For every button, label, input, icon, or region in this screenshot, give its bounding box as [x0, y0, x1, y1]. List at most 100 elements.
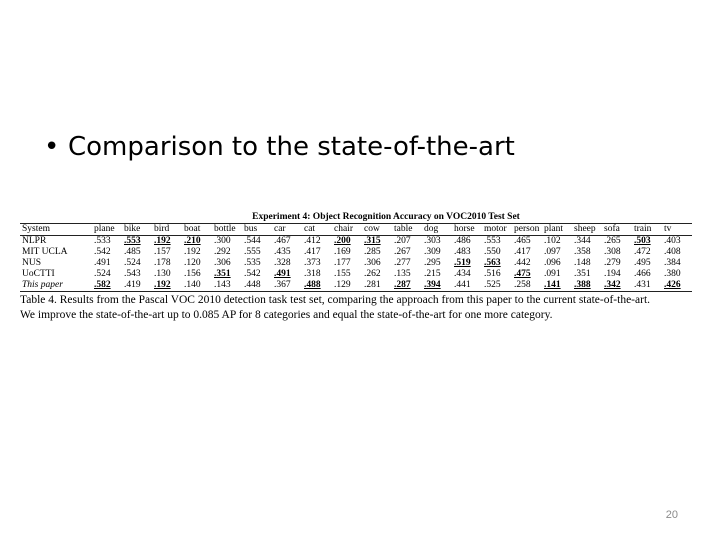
score-cell: .344 — [574, 236, 591, 246]
score-cell: .262 — [364, 269, 381, 279]
score-cell: .442 — [514, 258, 531, 268]
score-cell: .148 — [574, 258, 591, 268]
score-cell: .519 — [454, 258, 471, 268]
column-header-sofa: sofa — [604, 224, 620, 234]
column-header-cow: cow — [364, 224, 380, 234]
score-cell: .306 — [364, 258, 381, 268]
score-cell: .303 — [424, 236, 441, 246]
score-cell: .342 — [604, 280, 621, 290]
score-cell: .525 — [484, 280, 501, 290]
bullet-item: • Comparison to the state-of-the-art — [44, 132, 515, 162]
score-cell: .157 — [154, 247, 171, 257]
table-caption-line1: Table 4. Results from the Pascal VOC 201… — [20, 294, 651, 306]
score-cell: .177 — [334, 258, 351, 268]
table-caption-line2: We improve the state-of-the-art up to 0.… — [20, 308, 553, 321]
results-table: System plane bike bird boat bottle bus car cat c… — [20, 223, 692, 292]
score-cell: .192 — [154, 236, 171, 246]
results-figure: Experiment 4: Object Recognition Accurac… — [20, 211, 692, 321]
table-row: UoCTTI .524 .543 .130 .156 .351 .542 .491 .318 .1… — [20, 269, 692, 280]
score-cell: .287 — [394, 280, 411, 290]
score-cell: .384 — [664, 258, 681, 268]
score-cell: .295 — [424, 258, 441, 268]
score-cell: .367 — [274, 280, 291, 290]
score-cell: .102 — [544, 236, 561, 246]
score-cell: .328 — [274, 258, 291, 268]
score-cell: .503 — [634, 236, 651, 246]
score-cell: .156 — [184, 269, 201, 279]
score-cell: .358 — [574, 247, 591, 257]
bullet-symbol: • — [44, 132, 60, 162]
score-cell: .467 — [274, 236, 291, 246]
score-cell: .279 — [604, 258, 621, 268]
table-body: NLPR .533.553.192.210.300.544.467.412.200… — [20, 236, 692, 292]
score-cell: .315 — [364, 236, 381, 246]
table-row: This paper .582 .419 .192 .140 .143 .448 .367 .4… — [20, 280, 692, 292]
score-cell: .563 — [484, 258, 501, 268]
score-cell: .524 — [124, 258, 141, 268]
score-cell: .380 — [664, 269, 681, 279]
score-cell: .351 — [574, 269, 591, 279]
score-cell: .533 — [94, 236, 111, 246]
score-cell: .143 — [214, 280, 231, 290]
score-cell: .434 — [454, 269, 471, 279]
score-cell: .097 — [544, 247, 561, 257]
score-cell: .096 — [544, 258, 561, 268]
column-header-chair: chair — [334, 224, 353, 234]
score-cell: .419 — [124, 280, 141, 290]
score-cell: .441 — [454, 280, 471, 290]
score-cell: .488 — [304, 280, 321, 290]
column-header-bottle: bottle — [214, 224, 236, 234]
column-header-motor: motor — [484, 224, 507, 234]
score-cell: .091 — [544, 269, 561, 279]
column-header-bird: bird — [154, 224, 170, 234]
score-cell: .495 — [634, 258, 651, 268]
table-row: NUS .491 .524 .178 .120 .306 .535 .328 .373 .177.… — [20, 258, 692, 269]
score-cell: .258 — [514, 280, 531, 290]
score-cell: .466 — [634, 269, 651, 279]
score-cell: .448 — [244, 280, 261, 290]
table-header-row: System plane bike bird boat bottle bus car cat c… — [20, 223, 692, 236]
score-cell: .472 — [634, 247, 651, 257]
column-header-person: person — [514, 224, 540, 234]
column-header-boat: boat — [184, 224, 201, 234]
system-name-cell: MIT UCLA — [22, 247, 68, 257]
score-cell: .140 — [184, 280, 201, 290]
score-cell: .542 — [244, 269, 261, 279]
column-header-table: table — [394, 224, 413, 234]
system-name-cell: This paper — [22, 280, 63, 290]
column-header-cat: cat — [304, 224, 316, 234]
column-header-train: train — [634, 224, 652, 234]
score-cell: .285 — [364, 247, 381, 257]
score-cell: .129 — [334, 280, 351, 290]
slide-number: 20 — [665, 509, 678, 521]
score-cell: .267 — [394, 247, 411, 257]
score-cell: .524 — [94, 269, 111, 279]
score-cell: .516 — [484, 269, 501, 279]
score-cell: .210 — [184, 236, 201, 246]
score-cell: .192 — [184, 247, 201, 257]
score-cell: .485 — [124, 247, 141, 257]
score-cell: .277 — [394, 258, 411, 268]
system-header: System — [22, 224, 50, 234]
score-cell: .431 — [634, 280, 651, 290]
score-cell: .169 — [334, 247, 351, 257]
system-name-cell: NUS — [22, 258, 42, 268]
column-header-plane: plane — [94, 224, 115, 234]
score-cell: .200 — [334, 236, 351, 246]
score-cell: .542 — [94, 247, 111, 257]
score-cell: .394 — [424, 280, 441, 290]
score-cell: .308 — [604, 247, 621, 257]
score-cell: .412 — [304, 236, 321, 246]
column-header-horse: horse — [454, 224, 475, 234]
score-cell: .135 — [394, 269, 411, 279]
score-cell: .207 — [394, 236, 411, 246]
score-cell: .351 — [214, 269, 231, 279]
column-header-bike: bike — [124, 224, 141, 234]
score-cell: .300 — [214, 236, 231, 246]
score-cell: .120 — [184, 258, 201, 268]
score-cell: .486 — [454, 236, 471, 246]
score-cell: .194 — [604, 269, 621, 279]
score-cell: .408 — [664, 247, 681, 257]
score-cell: .130 — [154, 269, 171, 279]
score-cell: .465 — [514, 236, 531, 246]
